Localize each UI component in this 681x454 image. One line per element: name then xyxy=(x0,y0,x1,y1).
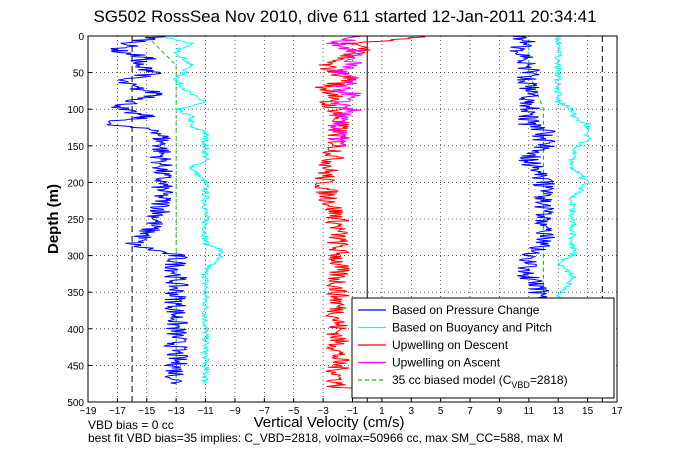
x-axis-ticks: −19 −17 −15 −13 −11 −9 −7 −5 −3 −1 1 3 5 7 9 11 13 15 17 xyxy=(80,398,623,417)
x-tick-label: −3 xyxy=(317,406,329,417)
y-tick-label: 200 xyxy=(67,178,84,189)
y-axis-ticks: 0 50 100 150 200 250 300 350 400 450 500 xyxy=(67,32,92,409)
series-line-3 xyxy=(314,35,426,392)
x-tick-label: 15 xyxy=(582,406,594,417)
legend-label-text: Based on Pressure Change xyxy=(392,303,540,317)
y-tick-label: 450 xyxy=(67,361,84,372)
x-tick-label: −15 xyxy=(138,406,155,417)
x-tick-label: −11 xyxy=(197,406,214,417)
y-tick-label: 100 xyxy=(67,105,84,116)
x-tick-label: −5 xyxy=(288,406,300,417)
legend-label: Upwelling on Descent xyxy=(392,338,509,352)
best-fit-note: best fit VBD bias=35 implies: C_VBD=2818… xyxy=(88,431,563,445)
legend-label: 35 cc biased model (CVBD=2818) xyxy=(392,373,568,390)
legend-label: Upwelling on Ascent xyxy=(392,356,501,370)
series-line-4 xyxy=(326,35,365,147)
x-axis-label: Vertical Velocity (cm/s) xyxy=(254,414,405,431)
x-tick-label: 1 xyxy=(379,406,385,417)
y-tick-label: 250 xyxy=(67,215,84,226)
x-tick-label: 7 xyxy=(467,406,473,417)
legend-label-subscript: VBD xyxy=(511,380,530,390)
x-tick-label: 5 xyxy=(438,406,444,417)
legend-label-tail: =2818) xyxy=(530,373,568,387)
chart-title: SG502 RossSea Nov 2010, dive 611 started… xyxy=(93,7,596,26)
y-tick-label: 150 xyxy=(67,142,84,153)
x-tick-label: −19 xyxy=(80,406,97,417)
y-tick-label: 400 xyxy=(67,325,84,336)
x-tick-label: −13 xyxy=(168,406,185,417)
x-tick-label: 9 xyxy=(497,406,503,417)
x-tick-label: −1 xyxy=(347,406,359,417)
legend-label-text: Upwelling on Descent xyxy=(392,338,509,352)
series-line-2-descent xyxy=(159,35,224,385)
y-axis-label: Depth (m) xyxy=(45,184,62,254)
x-tick-label: −7 xyxy=(259,406,271,417)
x-tick-label: 11 xyxy=(524,406,535,417)
series-line-1-descent xyxy=(106,35,189,385)
legend-label: Based on Pressure Change xyxy=(392,303,540,317)
x-tick-label: −9 xyxy=(229,406,241,417)
legend-label-text: Based on Buoyancy and Pitch xyxy=(392,321,552,335)
legend-label: Based on Buoyancy and Pitch xyxy=(392,321,552,335)
vbd-bias-note: VBD bias = 0 cc xyxy=(88,418,174,432)
x-tick-label: −17 xyxy=(109,406,126,417)
series-line-5-descent xyxy=(146,35,177,384)
x-tick-label: 17 xyxy=(611,406,623,417)
legend-box xyxy=(351,297,615,399)
x-tick-label: 3 xyxy=(408,406,414,417)
legend-label-text: 35 cc biased model (C xyxy=(392,373,512,387)
legend: Based on Pressure Change Based on Buoyanc… xyxy=(351,297,615,399)
y-tick-label: 0 xyxy=(78,32,84,43)
legend-label-text: Upwelling on Ascent xyxy=(392,356,501,370)
y-tick-label: 500 xyxy=(67,398,84,409)
x-tick-label: 13 xyxy=(553,406,565,417)
y-tick-label: 350 xyxy=(67,288,84,299)
y-tick-label: 50 xyxy=(73,69,85,80)
y-tick-label: 300 xyxy=(67,252,84,263)
